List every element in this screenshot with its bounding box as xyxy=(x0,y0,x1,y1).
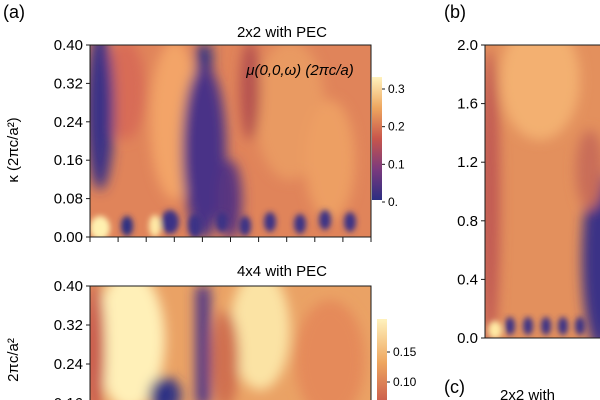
panel-a2-ytick-tick-label: 0.32 xyxy=(54,317,83,334)
panel-c-title: 2x2 with xyxy=(500,387,555,400)
panel-b-heatmap xyxy=(484,44,600,339)
panel-a-xticks xyxy=(89,237,372,242)
panel-b-texture xyxy=(485,45,600,338)
panel-a-ytick-tick-label: 0.00 xyxy=(54,229,83,246)
panel-a-colorbar-tick-label: 0. xyxy=(388,195,398,209)
panel-a-colorbar-tick-label: 0.2 xyxy=(388,120,405,134)
panel-a-bottom-ripples xyxy=(90,210,356,237)
panel-b-ytick-tick-label: 0.4 xyxy=(457,271,478,288)
colorbar-label: μ(0,0,ω) (2πc/a) xyxy=(245,62,353,79)
panel-a-ytick-tick-label: 0.16 xyxy=(54,152,83,169)
panel-a-title: 2x2 with PEC xyxy=(237,24,327,41)
panel-a2-colorbar-tick-label: 0.10 xyxy=(393,375,417,389)
panel-b-ytick-tick-label: 1.2 xyxy=(457,154,478,171)
panel-a2-title: 4x4 with PEC xyxy=(237,263,327,280)
panel-a2-ytick-tick-label: 0.24 xyxy=(54,356,83,373)
panel-a2-colorbar-tick-label: 0.15 xyxy=(393,345,417,359)
panel-a2-colorbar-ticks: 0.15 0.10 xyxy=(387,345,417,389)
panel-b-label: (b) xyxy=(444,2,466,22)
panel-a2-ylabel: 2πc/a² xyxy=(5,338,22,382)
panel-a-label: (a) xyxy=(3,2,25,22)
panel-a-heatmap xyxy=(89,44,372,238)
panel-a2-frame xyxy=(89,285,372,400)
panel-a-ytick-tick-label: 0.24 xyxy=(54,114,83,131)
panel-a2-colorbar xyxy=(377,319,387,400)
panel-c-label: (c) xyxy=(444,377,465,397)
panel-b-ytick-tick-label: 0.8 xyxy=(457,213,478,230)
panel-a-yticks: 0.40 0.32 0.24 0.16 0.08 0.00 xyxy=(54,37,90,246)
panel-a-colorbar-tick-label: 0.3 xyxy=(388,82,405,96)
panel-a-ylabel: κ (2πc/a²) xyxy=(5,117,22,182)
panel-a2-ytick-tick-label: 0.40 xyxy=(54,278,83,295)
panel-a2-heatmap xyxy=(89,285,372,400)
panel-a2-ytick-tick-label: 0.16 xyxy=(54,395,83,400)
panel-b-ytick-tick-label: 1.6 xyxy=(457,96,478,113)
panel-a2-texture xyxy=(90,286,365,400)
panel-b-yticks: 2.0 1.6 1.2 0.8 0.4 0.0 xyxy=(457,37,485,347)
panel-a-colorbar xyxy=(372,77,382,200)
panel-b-ytick-tick-label: 0.0 xyxy=(457,330,478,347)
panel-a-texture xyxy=(90,45,355,237)
panel-a-colorbar-tick-label: 0.1 xyxy=(388,157,405,171)
panel-a-ytick-tick-label: 0.32 xyxy=(54,75,83,92)
panel-a-ytick-tick-label: 0.08 xyxy=(54,191,83,208)
panel-a2-yticks: 0.40 0.32 0.24 0.16 xyxy=(54,278,90,400)
panel-b-ytick-tick-label: 2.0 xyxy=(457,37,478,54)
panel-a-colorbar-ticks: 0.3 0.2 0.1 0. xyxy=(382,82,405,209)
panel-a-ytick-tick-label: 0.40 xyxy=(54,37,83,54)
panel-b-bottom-ripples xyxy=(488,317,585,338)
